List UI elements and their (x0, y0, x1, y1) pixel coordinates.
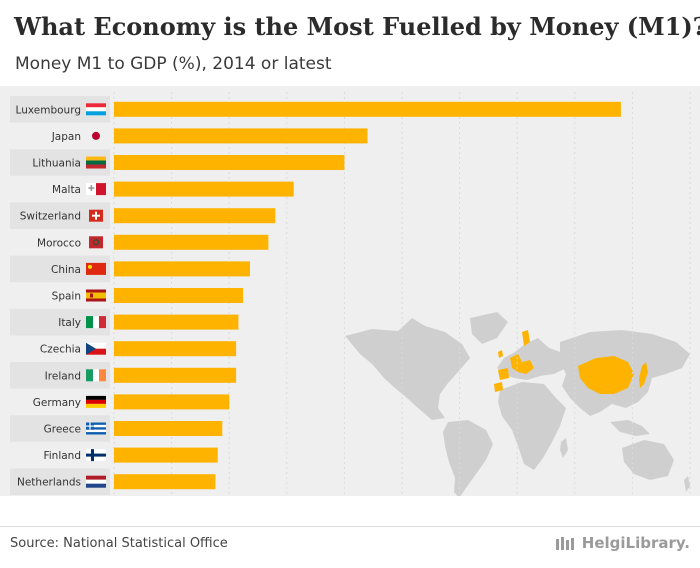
map-north-america (345, 318, 470, 420)
category-label: Spain (52, 291, 81, 303)
category-label: Luxembourg (16, 104, 81, 116)
chart-subtitle: Money M1 to GDP (%), 2014 or latest (15, 54, 332, 74)
greece-flag (86, 422, 106, 435)
czechia-flag (86, 342, 106, 355)
germany-flag (86, 395, 106, 408)
spain-flag (86, 289, 106, 302)
bar-malta[interactable] (114, 181, 294, 197)
bar-finland[interactable] (114, 447, 218, 463)
switzerland-flag (89, 209, 103, 222)
map-highlight-finland (522, 330, 530, 346)
category-label: Netherlands (17, 477, 81, 489)
netherlands-flag (86, 475, 106, 488)
plot-area: Luxembourg Japan Lithuania Malta Switzerland… (0, 86, 700, 496)
map-southeast-asia-islands (610, 420, 650, 436)
china-flag (86, 262, 106, 275)
brand-logo[interactable]: HelgiLibrary. (555, 534, 690, 552)
category-label: Malta (52, 184, 81, 196)
japan-flag (92, 131, 100, 140)
map-highlight-ireland (498, 350, 503, 358)
category-label: Greece (44, 424, 81, 436)
chart-title: What Economy is the Most Fuelled by Mone… (14, 12, 700, 41)
category-label: Ireland (45, 370, 81, 382)
map-highlight-japan (639, 362, 648, 388)
world-map (345, 312, 690, 496)
map-greenland (470, 312, 508, 344)
morocco-flag (89, 236, 103, 249)
bar-switzerland[interactable] (114, 208, 276, 224)
bar-italy[interactable] (114, 314, 239, 330)
category-label: Italy (58, 317, 81, 329)
bar-morocco[interactable] (114, 234, 269, 250)
map-madagascar (560, 438, 568, 458)
source-note: Source: National Statistical Office (10, 536, 228, 551)
map-new-zealand (684, 476, 690, 492)
category-label: Lithuania (32, 158, 81, 170)
library-icon (555, 537, 574, 550)
bar-spain[interactable] (114, 288, 244, 303)
malta-flag: ✚ (86, 183, 106, 196)
italy-flag (86, 316, 106, 329)
map-highlight-china (578, 356, 634, 394)
header: What Economy is the Most Fuelled by Mone… (0, 0, 700, 86)
category-label: Germany (33, 397, 81, 409)
map-highlight-europe (510, 354, 534, 374)
bar-czechia[interactable] (114, 341, 237, 357)
category-label: Japan (51, 131, 81, 143)
lithuania-flag (86, 156, 106, 169)
bar-netherlands[interactable] (114, 474, 216, 490)
luxembourg-flag (86, 103, 106, 116)
bar-japan[interactable] (114, 128, 368, 144)
category-label: Morocco (37, 237, 81, 249)
bar-china[interactable] (114, 261, 250, 277)
category-label: Czechia (40, 344, 81, 356)
bar-germany[interactable] (114, 394, 230, 410)
footer-divider (0, 526, 700, 527)
map-africa (498, 382, 566, 470)
finland-flag (86, 449, 106, 462)
map-australia (622, 440, 674, 480)
bar-lithuania[interactable] (114, 155, 345, 170)
ireland-flag (86, 369, 106, 382)
category-label: Finland (43, 450, 81, 462)
map-highlight-iberia (498, 368, 509, 380)
map-south-america (443, 420, 493, 496)
category-label: Switzerland (20, 211, 81, 223)
map-highlight-morocco (494, 382, 503, 392)
bar-chart: Luxembourg Japan Lithuania Malta Switzerland… (10, 92, 691, 496)
brand-name: HelgiLibrary. (581, 534, 690, 552)
bar-luxembourg[interactable] (114, 101, 621, 117)
bar-greece[interactable] (114, 421, 223, 436)
bar-ireland[interactable] (114, 367, 237, 383)
category-label: China (51, 264, 81, 276)
svg-text:✚: ✚ (88, 184, 95, 193)
